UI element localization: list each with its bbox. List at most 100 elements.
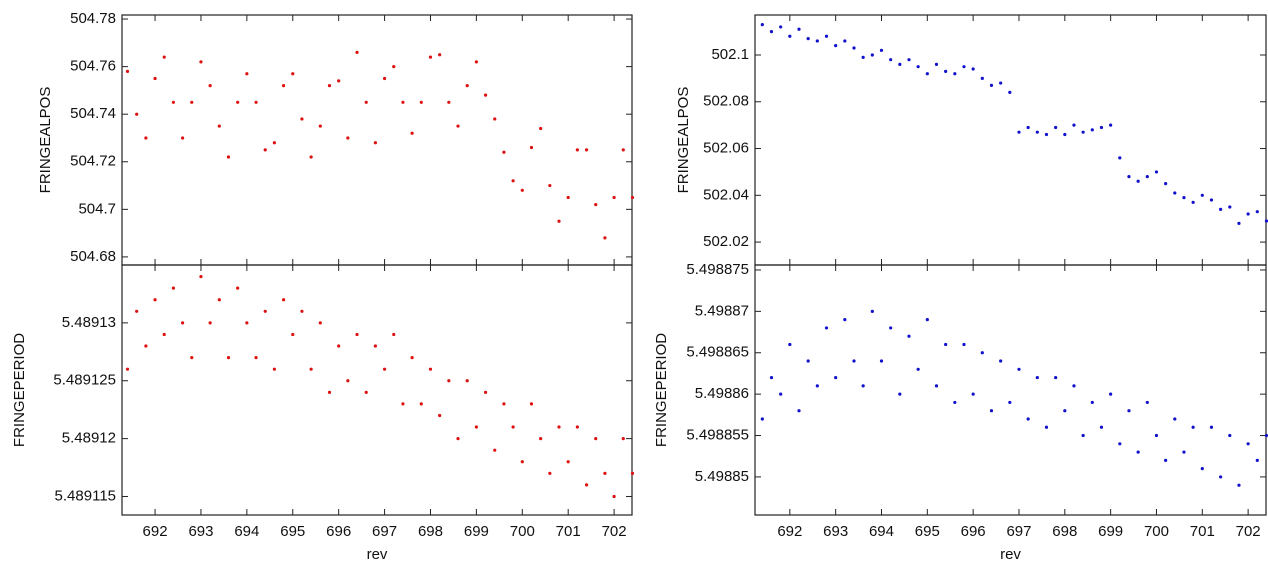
x-tick-label: 700 xyxy=(1144,523,1169,540)
data-point xyxy=(346,136,350,140)
data-point xyxy=(153,76,157,81)
data-point xyxy=(1063,409,1067,413)
data-point xyxy=(263,309,267,313)
data-point xyxy=(779,392,783,396)
data-point xyxy=(1127,409,1131,413)
data-point xyxy=(208,84,212,88)
data-point xyxy=(843,39,847,43)
y-axis-label: FRINGEPERIOD xyxy=(11,333,28,447)
data-point xyxy=(539,126,543,131)
y-tick-label: 5.48913 xyxy=(62,314,116,331)
data-point xyxy=(1099,125,1104,130)
data-point xyxy=(575,425,579,429)
y-tick-label: 502.1 xyxy=(711,46,749,63)
data-point xyxy=(1008,400,1012,405)
data-point xyxy=(1219,475,1223,479)
x-tick-label: 693 xyxy=(823,523,848,540)
data-point xyxy=(1081,130,1085,134)
data-point xyxy=(1182,450,1186,454)
data-point xyxy=(502,402,506,406)
data-point xyxy=(346,379,350,383)
data-point xyxy=(483,390,488,394)
data-point xyxy=(401,100,405,104)
data-point xyxy=(925,72,929,76)
data-point xyxy=(815,384,819,388)
x-tick-label: 699 xyxy=(464,523,489,540)
data-point xyxy=(612,494,616,499)
x-tick-label: 692 xyxy=(777,523,802,540)
data-point xyxy=(281,298,286,302)
data-point xyxy=(916,367,920,371)
data-point xyxy=(1017,130,1021,134)
data-point xyxy=(428,55,433,59)
data-point xyxy=(788,34,792,38)
x-tick-label: 693 xyxy=(188,523,213,540)
data-point xyxy=(1109,123,1113,127)
data-point xyxy=(1237,483,1241,487)
data-point xyxy=(511,425,515,429)
data-point xyxy=(548,183,552,188)
data-point xyxy=(337,79,341,83)
y-tick-label: 5.48912 xyxy=(62,430,116,447)
data-point xyxy=(447,100,451,104)
data-point xyxy=(382,367,387,371)
data-point xyxy=(1264,433,1268,438)
data-point xyxy=(309,367,313,371)
data-point xyxy=(1173,191,1177,195)
data-point xyxy=(944,342,948,347)
data-point xyxy=(548,471,552,475)
data-point xyxy=(502,150,506,154)
data-point xyxy=(318,124,322,128)
data-point xyxy=(1026,417,1030,421)
data-point xyxy=(1099,425,1104,429)
x-tick-label: 694 xyxy=(869,523,894,540)
data-point xyxy=(364,100,368,104)
x-tick-label: 702 xyxy=(1236,523,1261,540)
y-tick-label: 504.68 xyxy=(70,248,116,265)
data-point xyxy=(953,72,957,76)
data-point xyxy=(1246,212,1250,216)
y-tick-label: 504.72 xyxy=(70,153,116,170)
data-point xyxy=(465,84,469,88)
data-point xyxy=(852,359,856,363)
data-point xyxy=(180,321,185,325)
data-point xyxy=(1054,125,1058,130)
data-point xyxy=(483,93,488,97)
data-point xyxy=(971,392,975,396)
data-point xyxy=(1145,400,1149,405)
data-point xyxy=(281,84,286,88)
x-tick-label: 697 xyxy=(372,523,397,540)
data-point xyxy=(1118,442,1122,446)
y-tick-label: 504.78 xyxy=(70,10,116,27)
y-axis-label: FRINGEALPOS xyxy=(37,87,54,194)
data-point xyxy=(879,48,884,52)
data-point xyxy=(594,437,598,441)
data-point xyxy=(199,60,203,64)
y-tick-label: 5.498865 xyxy=(686,344,749,361)
data-point xyxy=(1035,375,1039,380)
data-point xyxy=(1219,207,1223,211)
data-point xyxy=(245,72,249,76)
data-point xyxy=(236,100,240,104)
y-tick-label: 5.489125 xyxy=(53,372,116,389)
x-tick-label: 701 xyxy=(556,523,581,540)
y-tick-label: 5.489115 xyxy=(55,487,116,504)
data-point xyxy=(566,460,570,464)
plot-frame xyxy=(121,264,633,516)
data-point xyxy=(300,117,304,121)
data-point xyxy=(1044,425,1049,429)
data-point xyxy=(879,359,884,363)
data-point xyxy=(980,351,984,355)
y-tick-label: 504.7 xyxy=(78,200,116,217)
y-axis-label: FRINGEALPOS xyxy=(675,87,692,194)
data-point xyxy=(1154,433,1159,438)
data-point xyxy=(254,100,258,104)
y-tick-label: 504.74 xyxy=(70,105,116,122)
y-tick-label: 504.76 xyxy=(70,58,116,75)
y-tick-label: 5.498875 xyxy=(686,261,749,278)
data-point xyxy=(520,460,524,464)
data-point xyxy=(474,60,478,64)
data-point xyxy=(889,326,893,330)
data-point xyxy=(594,202,598,207)
